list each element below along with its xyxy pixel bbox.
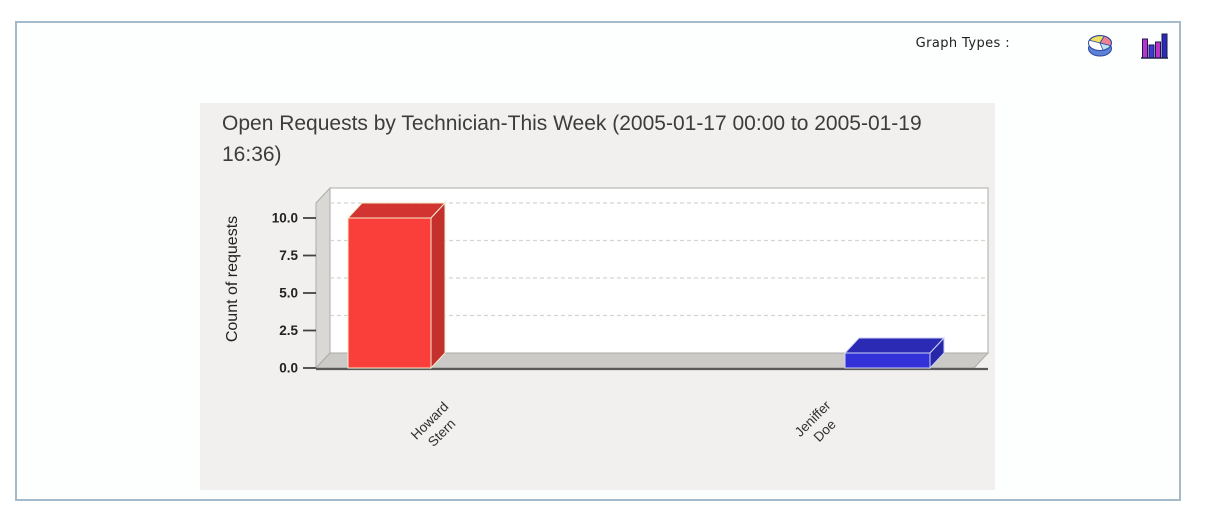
bar-side-face <box>430 201 446 370</box>
y-tick-label: 0.0 <box>279 361 298 376</box>
y-axis-label: Count of requests <box>224 216 241 342</box>
bar-top-face <box>843 337 946 354</box>
chart-panel: Open Requests by Technician-This Week (2… <box>200 103 995 490</box>
left-wall <box>315 186 331 370</box>
bar[interactable] <box>347 217 432 369</box>
y-tick-label: 2.5 <box>279 323 298 338</box>
y-tick-label: 5.0 <box>279 286 298 301</box>
y-tick-label: 10.0 <box>272 211 298 226</box>
y-tick-label: 7.5 <box>279 248 298 263</box>
graph-types-label: Graph Types : <box>915 36 1010 51</box>
graph-type-switcher: Graph Types : <box>916 30 1169 66</box>
bar[interactable] <box>844 352 931 369</box>
bar-chart-3d: 0.0 2.5 5.0 7.5 10.0 Count of requests HowardS… <box>224 186 990 449</box>
bar-chart-icon[interactable] <box>1140 30 1169 66</box>
bar-top-face <box>346 202 447 219</box>
chart-title: Open Requests by Technician-This Week (2… <box>222 112 922 166</box>
pie-chart-icon[interactable] <box>1086 30 1114 65</box>
